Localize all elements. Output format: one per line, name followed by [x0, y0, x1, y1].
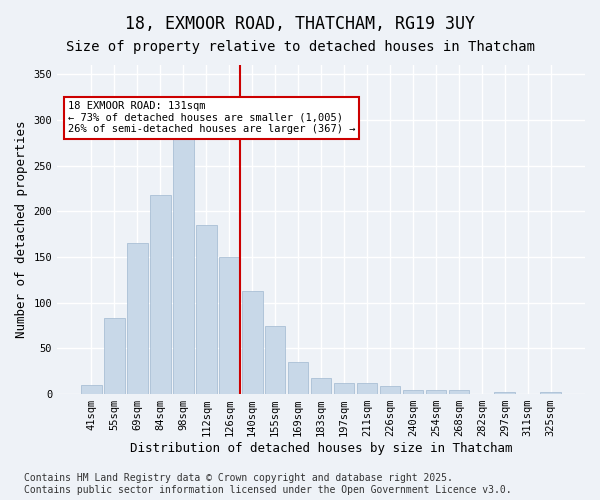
- Bar: [219, 257, 239, 394]
- Bar: [380, 386, 400, 394]
- Bar: [242, 291, 263, 394]
- Bar: [196, 225, 217, 394]
- Bar: [334, 383, 355, 394]
- Y-axis label: Number of detached properties: Number of detached properties: [15, 121, 28, 338]
- Bar: [127, 244, 148, 394]
- Bar: [81, 385, 102, 394]
- Bar: [541, 392, 561, 394]
- Bar: [494, 392, 515, 394]
- Bar: [104, 318, 125, 394]
- Bar: [265, 326, 286, 394]
- Bar: [311, 378, 331, 394]
- Bar: [449, 390, 469, 394]
- Text: 18, EXMOOR ROAD, THATCHAM, RG19 3UY: 18, EXMOOR ROAD, THATCHAM, RG19 3UY: [125, 15, 475, 33]
- Text: Contains HM Land Registry data © Crown copyright and database right 2025.
Contai: Contains HM Land Registry data © Crown c…: [24, 474, 512, 495]
- Text: Size of property relative to detached houses in Thatcham: Size of property relative to detached ho…: [65, 40, 535, 54]
- Bar: [425, 390, 446, 394]
- Bar: [288, 362, 308, 394]
- Bar: [356, 383, 377, 394]
- Bar: [150, 195, 171, 394]
- Text: 18 EXMOOR ROAD: 131sqm
← 73% of detached houses are smaller (1,005)
26% of semi-: 18 EXMOOR ROAD: 131sqm ← 73% of detached…: [68, 101, 355, 134]
- X-axis label: Distribution of detached houses by size in Thatcham: Distribution of detached houses by size …: [130, 442, 512, 455]
- Bar: [403, 390, 423, 394]
- Bar: [173, 134, 194, 394]
